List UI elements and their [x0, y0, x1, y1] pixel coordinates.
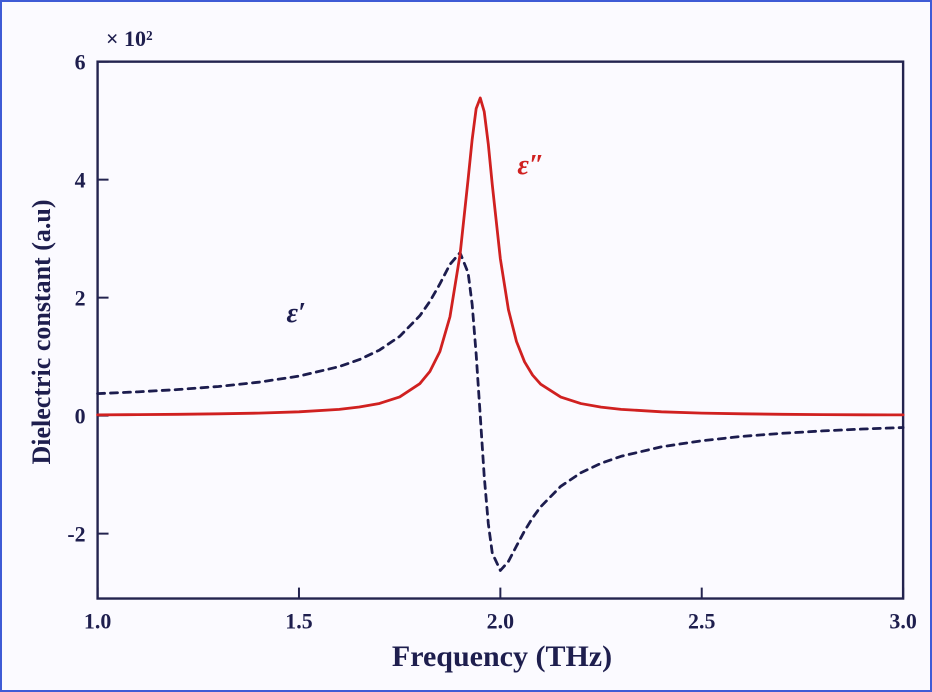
y-tick-label: 0 [75, 405, 86, 429]
y-tick-label: 6 [75, 51, 86, 75]
curve-label-epsilon-real: ε′ [286, 298, 306, 330]
x-tick-label: 2.0 [487, 609, 514, 633]
y-tick-label: 4 [75, 169, 86, 193]
x-tick-label: 3.0 [889, 609, 916, 633]
x-tick-label: 1.5 [285, 609, 312, 633]
plot-box [96, 60, 905, 600]
y-tick-label: 2 [75, 287, 86, 311]
x-tick-label: 1.0 [84, 609, 111, 633]
y-axis-exponent-label: × 10² [106, 26, 153, 51]
x-axis-title: Frequency (THz) [391, 640, 613, 673]
curve-label-epsilon-imag: ε″ [517, 149, 545, 181]
curve-epsilon-real [96, 251, 905, 572]
curve-epsilon-imag [96, 96, 905, 417]
x-tick-label: 2.5 [688, 609, 715, 633]
y-axis-title: Dielectric constant (a.u) [27, 199, 56, 465]
y-tick-label: -2 [67, 523, 85, 547]
